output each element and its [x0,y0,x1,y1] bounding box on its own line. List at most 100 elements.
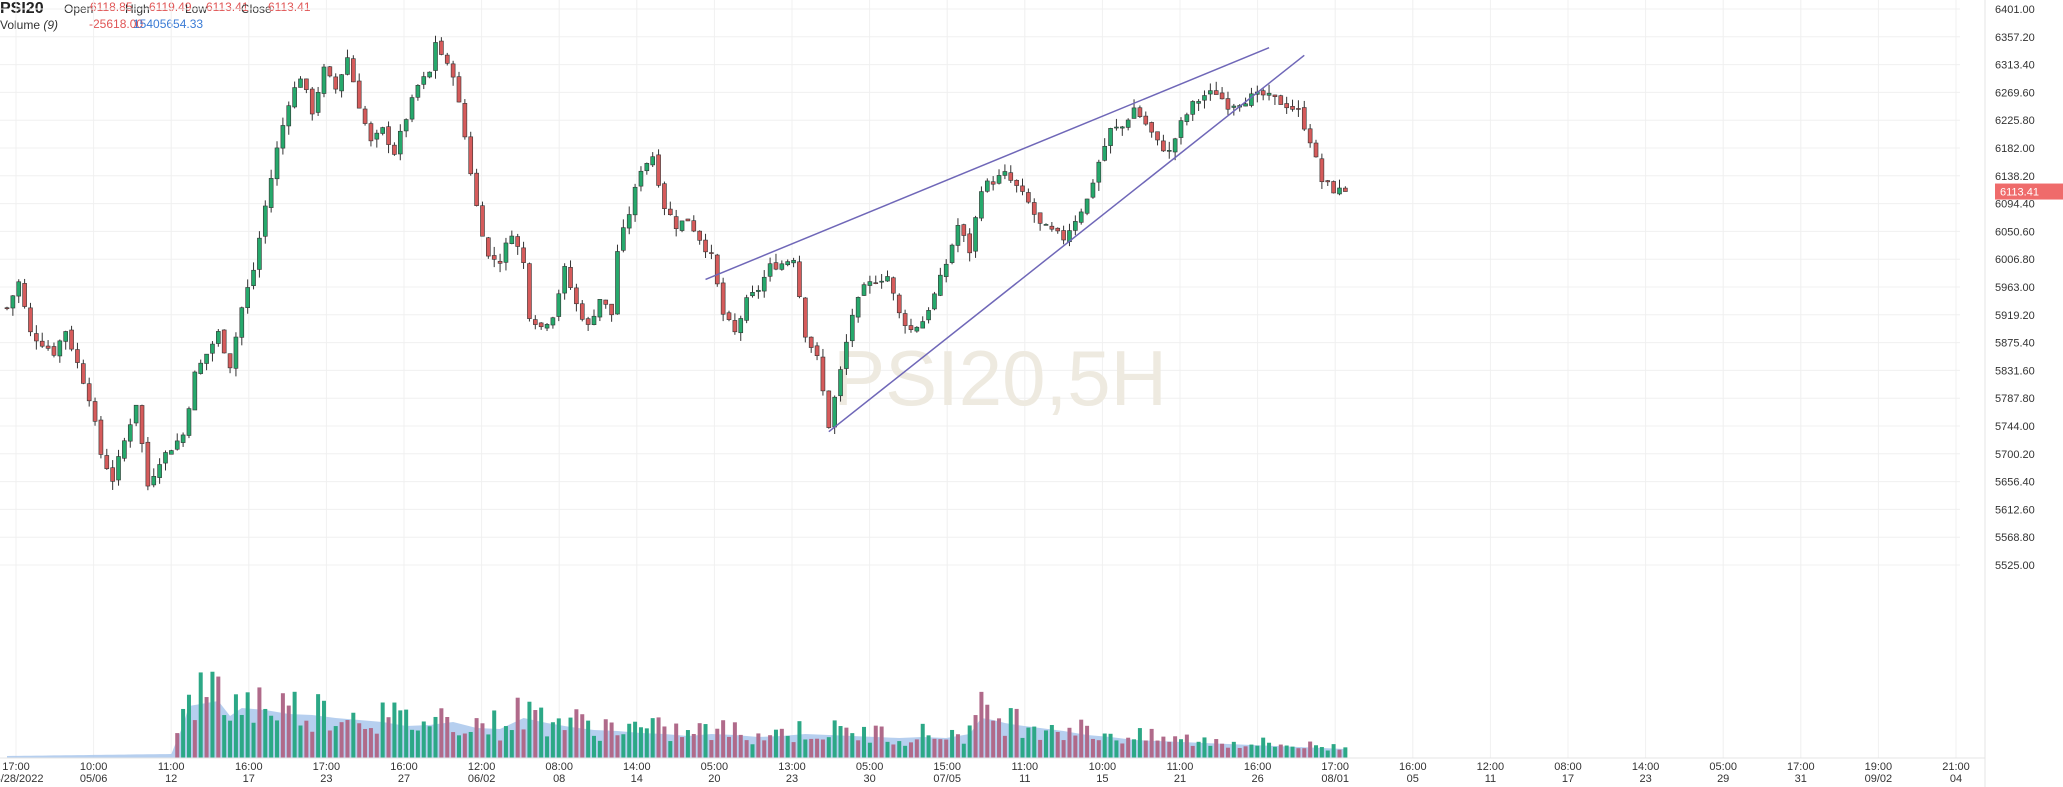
candle-body [938,274,943,296]
candle-body [86,383,92,402]
volume-bar [638,727,643,758]
volume-bar [773,729,778,758]
candle-body [216,331,221,344]
x-tick-time: 13:00 [778,761,806,773]
volume-label: Volume (9) [0,18,58,32]
volume-bar [357,723,362,758]
x-axis: 17:0004/28/202210:0005/0611:001216:00171… [0,757,1985,785]
candle-body [891,277,896,294]
x-tick-date: 04/28/2022 [0,773,44,785]
x-tick-date: 23 [320,773,332,785]
candle-body [1078,211,1084,223]
x-tick-date: 08/01 [1321,773,1349,785]
candle-body [16,281,22,297]
volume-bar [685,730,690,758]
trendline[interactable] [705,47,1270,281]
candle-body [309,88,315,115]
trendline[interactable] [828,54,1305,433]
volume-bar [815,738,820,758]
candle-body [1208,90,1213,95]
candle-body [1225,98,1231,110]
volume-bar [791,742,796,758]
candle-body [1149,122,1154,133]
volume-bar [410,729,415,758]
candle-body [1143,115,1149,125]
candle-body [750,292,755,297]
candle-body [509,235,515,244]
volume-bar [1102,733,1107,758]
y-tick-label: 6182.00 [1995,143,2035,155]
candle-body [462,103,468,138]
candle-body [81,363,86,384]
candle-body [773,262,779,270]
y-tick-label: 5568.80 [1995,532,2035,544]
candle-body [104,455,110,470]
candle-body [615,251,620,315]
last-price-label: 6113.41 [2000,187,2039,199]
volume-value: 15405654.33 [133,17,204,31]
candle-body [345,57,350,75]
candle-body [409,97,415,120]
candle-body [1325,180,1331,183]
volume-bar [474,718,479,758]
x-tick-time: 19:00 [1865,761,1893,773]
volume-bar [515,697,520,758]
candle-body [1284,103,1289,109]
candle-body [632,186,638,216]
candle-body [720,282,726,315]
candle-body [204,353,209,364]
x-tick-date: 30 [863,773,875,785]
x-tick-date: 09/02 [1865,773,1893,785]
volume-bar [1325,750,1330,758]
candle-body [838,369,843,397]
candle-body [591,315,597,325]
last-price-badge [1995,183,2063,200]
candle-body [468,136,474,175]
x-tick-date: 14 [631,773,643,785]
y-tick-label: 6269.60 [1995,87,2035,99]
candle-body [57,340,63,357]
volume-bar [856,740,861,758]
volume-bar [239,714,244,758]
volume-bar [1049,724,1054,758]
volume-bar [545,736,550,758]
volume-bar [633,721,638,758]
candle-body [163,452,168,464]
candle-body [844,341,849,369]
candle-body [374,132,380,140]
candles [4,35,1348,491]
candle-body [949,244,955,263]
volume-bar [997,718,1002,758]
candle-body [1272,94,1278,97]
volume-bar [603,719,608,758]
candle-body [210,343,215,354]
volume-bar [762,740,767,758]
volume-bar [768,735,773,758]
x-tick-time: 11:00 [158,761,185,773]
x-tick-date: 11 [1019,773,1030,785]
volume-bar [1055,731,1060,758]
volume-bar [832,720,837,758]
candle-body [855,297,861,318]
volume-bar [1190,745,1195,758]
candle-body [198,362,204,374]
volume-bar [592,735,596,758]
volume-bar [709,740,714,758]
candle-body [538,322,544,328]
candle-body [351,58,356,83]
candle-body [714,254,720,285]
candle-body [861,284,867,296]
volume-bar [914,739,919,758]
volume-bar [380,702,385,758]
volume-bar [503,726,508,758]
candle-body [562,266,567,294]
volume-bar [492,710,497,758]
x-tick-date: 17 [1562,773,1574,785]
candle-body [574,287,579,305]
candle-body [1008,172,1014,181]
candle-body [10,295,16,309]
volume-bar [938,739,943,758]
volume-bar [615,735,620,758]
y-tick-label: 6225.80 [1995,115,2035,127]
